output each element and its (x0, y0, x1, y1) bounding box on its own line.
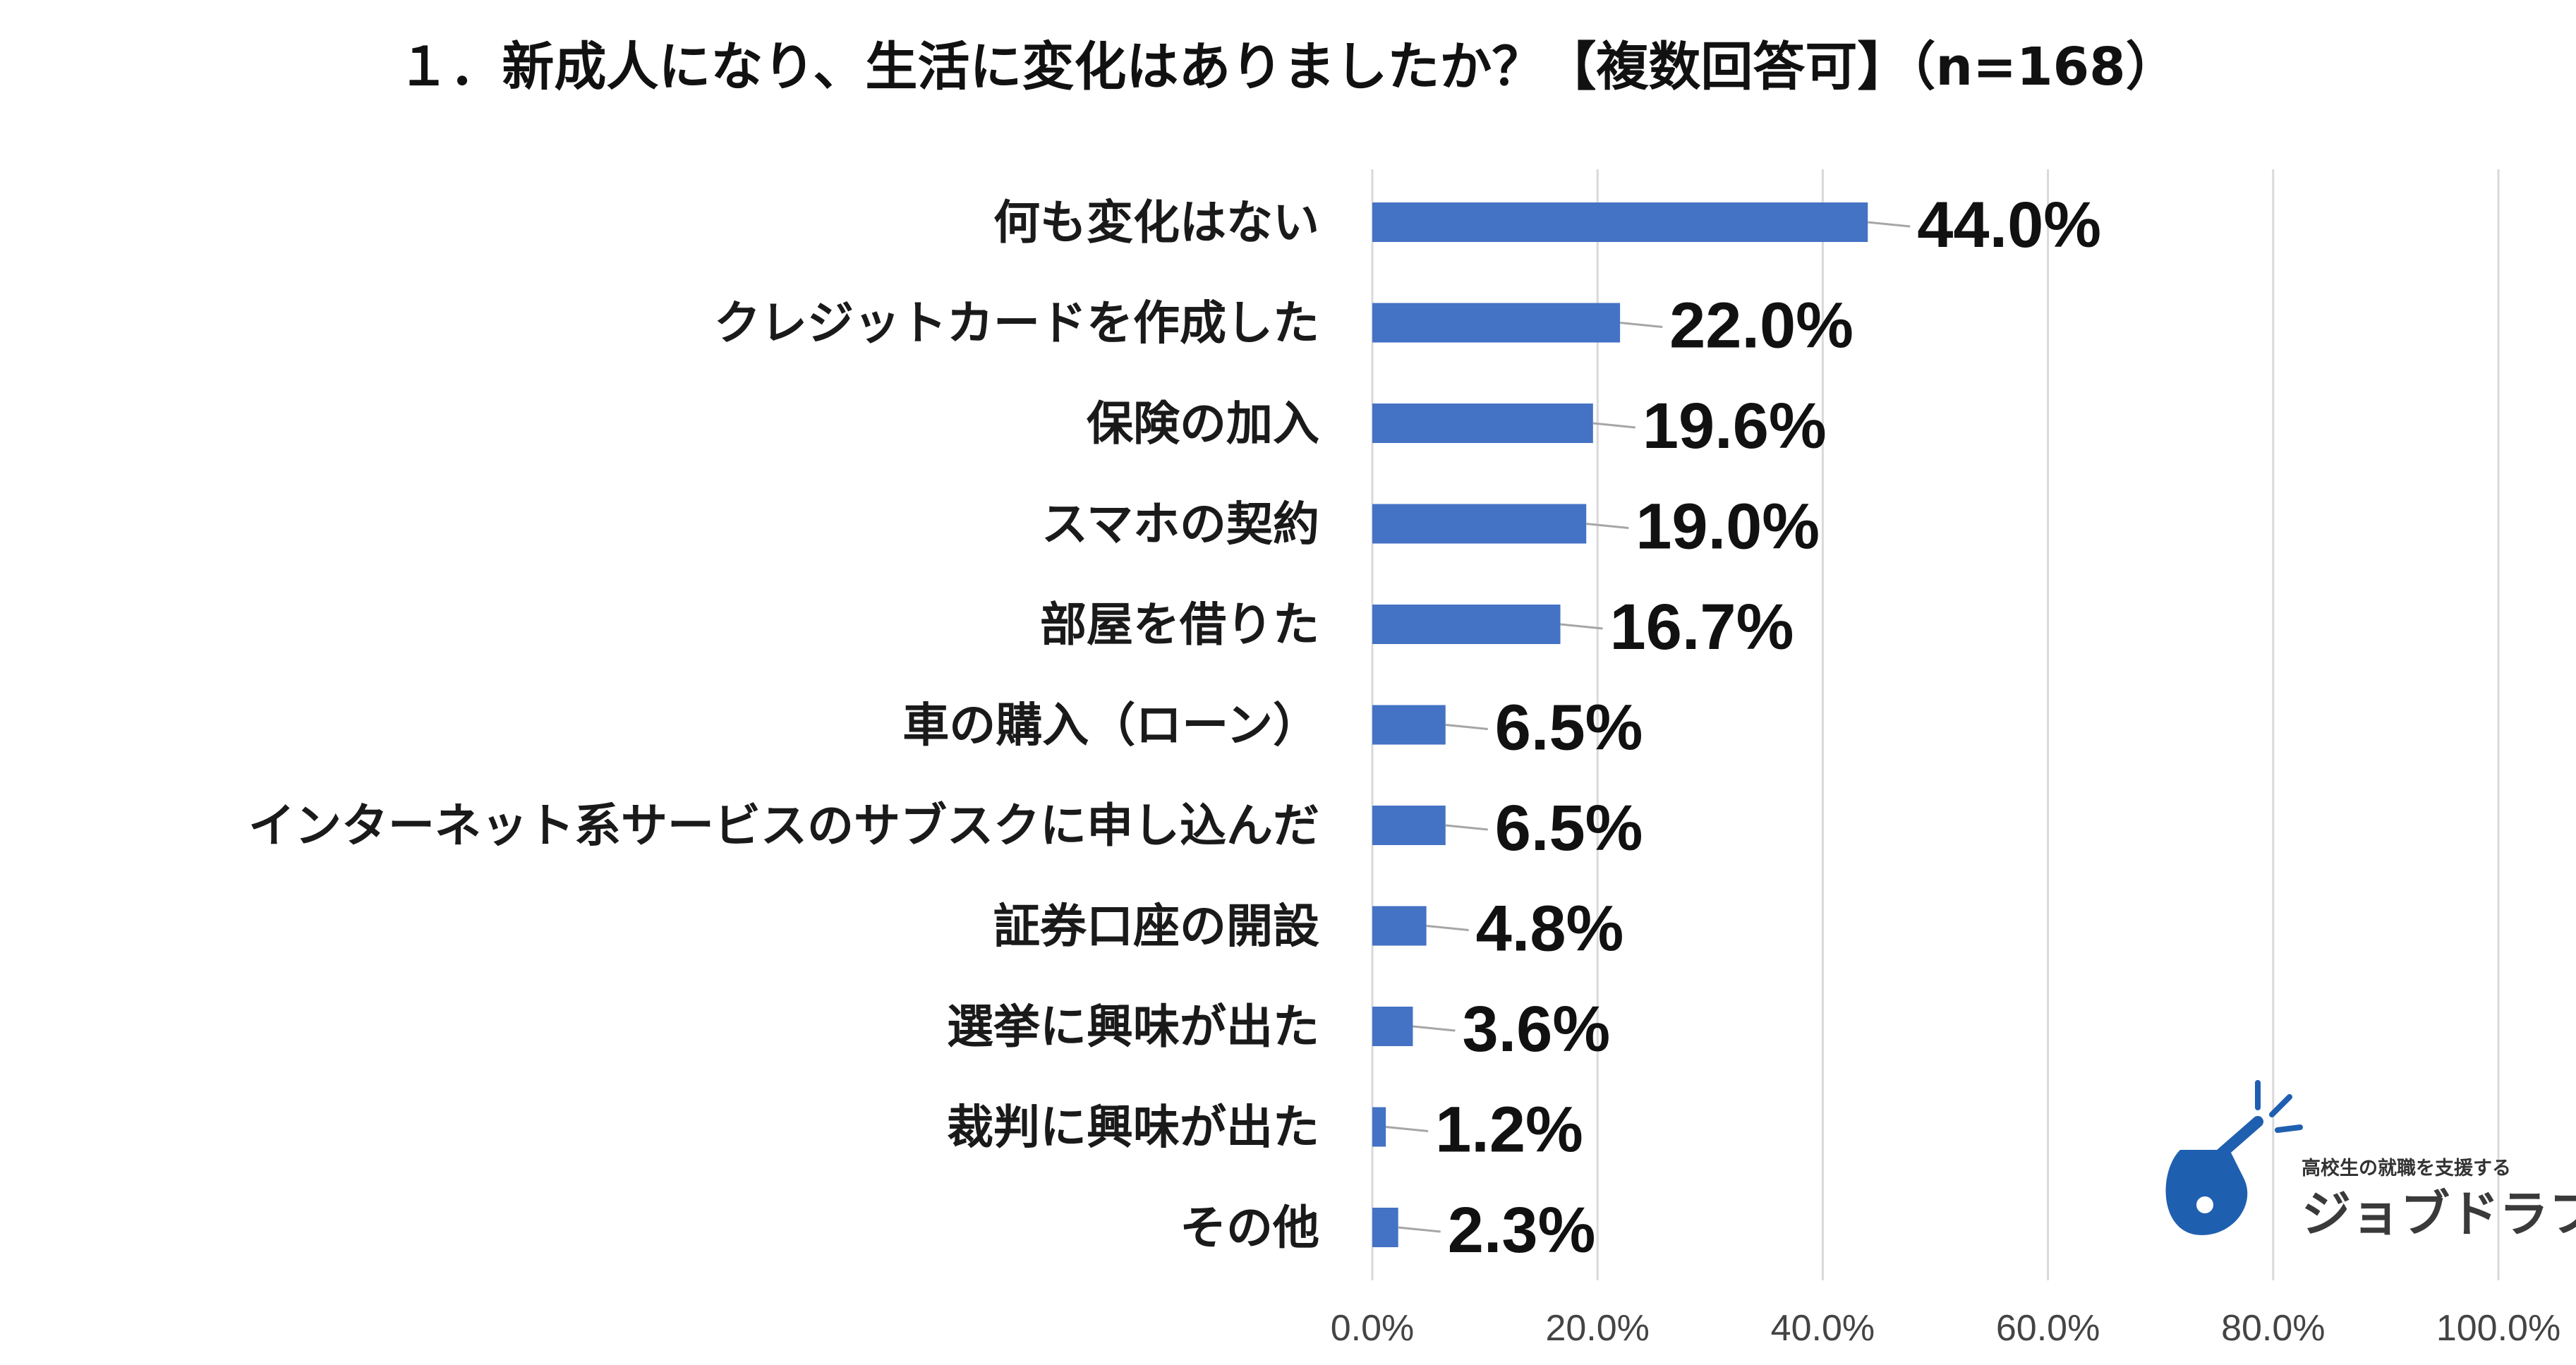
data-label: 19.0% (1635, 491, 1820, 563)
leader-line (1560, 623, 1603, 630)
category-label: 部屋を借りた (1040, 597, 1319, 652)
leader-line (1398, 1226, 1441, 1233)
category-label: クレジットカードを作成した (714, 296, 1319, 351)
leader-line (1426, 925, 1469, 931)
category-label: インターネット系サービスのサブスクに申し込んだ (248, 799, 1319, 853)
category-label: スマホの契約 (1041, 497, 1319, 552)
x-tick-label: 20.0% (1545, 1308, 1649, 1349)
leader-line (1413, 1025, 1456, 1032)
data-label: 44.0% (1917, 189, 2101, 261)
logo-name: ジョブドラフト (2302, 1185, 2576, 1243)
logo: 高校生の就職を支援する ジョブドラフト (2165, 1080, 2576, 1243)
leader-line (1868, 221, 1911, 228)
category-label: 裁判に興味が出た (947, 1100, 1319, 1155)
labels: 0.0% 20.0% 40.0% 60.0% 80.0% 100.0% 何も変化はない 44.… (248, 189, 2560, 1349)
leader-line (1445, 824, 1488, 831)
data-label: 16.7% (1610, 591, 1794, 663)
data-label: 6.5% (1495, 792, 1643, 864)
data-label: 6.5% (1495, 692, 1643, 764)
x-tick-label: 100.0% (2436, 1308, 2560, 1349)
x-tick-label: 40.0% (1771, 1308, 1875, 1349)
leader-line (1586, 523, 1629, 529)
data-label: 3.6% (1462, 993, 1610, 1065)
data-label: 4.8% (1476, 893, 1624, 965)
bar (1372, 906, 1427, 946)
category-label: その他 (1180, 1201, 1319, 1255)
guitar-pick-logo-icon (2165, 1080, 2303, 1235)
bar (1372, 504, 1587, 544)
bar (1372, 1007, 1413, 1046)
category-label: 証券口座の開設 (993, 899, 1319, 954)
data-label: 2.3% (1448, 1194, 1596, 1266)
data-label: 1.2% (1435, 1094, 1583, 1166)
bar (1372, 1107, 1386, 1147)
bar (1372, 202, 1868, 242)
category-label: 保険の加入 (1087, 396, 1319, 451)
leader-line (1386, 1126, 1429, 1132)
data-label: 19.6% (1643, 390, 1827, 462)
leader-line (1619, 322, 1663, 328)
bar (1372, 605, 1561, 644)
bars (1372, 202, 1868, 1247)
bar (1372, 806, 1446, 845)
category-label: 選挙に興味が出た (947, 1000, 1319, 1054)
bar (1372, 303, 1621, 343)
category-label: 何も変化はない (993, 195, 1319, 250)
bar (1372, 705, 1446, 745)
x-tick-label: 60.0% (1996, 1308, 2100, 1349)
leader-line (1592, 422, 1635, 429)
category-label: 車の購入（ローン） (902, 698, 1319, 753)
bar (1372, 404, 1593, 443)
bar (1372, 1208, 1398, 1247)
logo-tagline: 高校生の就職を支援する (2302, 1157, 2511, 1179)
leader-line (1445, 724, 1488, 730)
x-tick-label: 80.0% (2221, 1308, 2325, 1349)
x-tick-label: 0.0% (1331, 1308, 1415, 1349)
gridlines (1371, 169, 2500, 1280)
chart-title: １．新成人になり、生活に変化はありましたか？【複数回答可】（n=168） (397, 37, 2177, 97)
data-label: 22.0% (1669, 290, 1854, 362)
